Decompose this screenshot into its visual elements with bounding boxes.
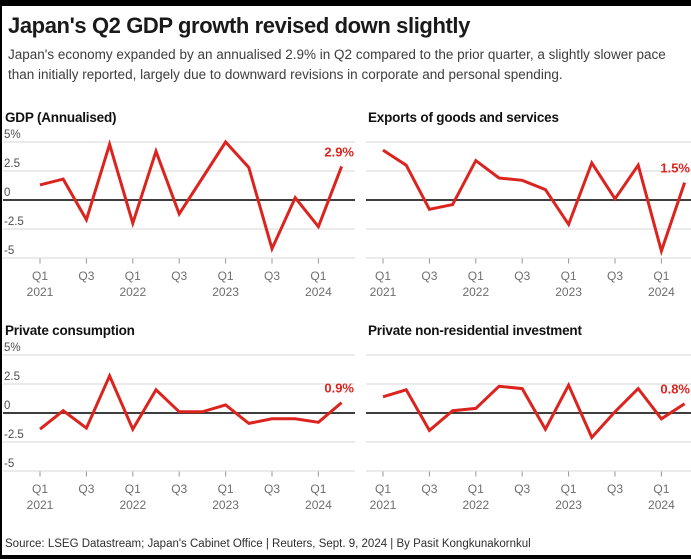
svg-text:Q1: Q1 xyxy=(218,269,234,283)
svg-text:Q3: Q3 xyxy=(514,482,530,496)
svg-text:Q3: Q3 xyxy=(78,269,94,283)
svg-text:Q3: Q3 xyxy=(264,269,280,283)
svg-text:Q1: Q1 xyxy=(32,269,48,283)
svg-text:0: 0 xyxy=(4,187,10,199)
svg-text:1.5%: 1.5% xyxy=(660,161,690,176)
svg-text:-2.5: -2.5 xyxy=(4,429,24,441)
svg-text:Q1: Q1 xyxy=(653,482,669,496)
svg-text:-5: -5 xyxy=(4,458,14,470)
svg-text:0: 0 xyxy=(4,400,10,412)
chart-private-investment: Private non-residential investment Q1 202… xyxy=(366,323,691,521)
svg-text:2021: 2021 xyxy=(370,285,397,299)
private-investment-line-chart-svg: Q1 2021 Q3 Q1 2022 Q3 Q1 2023 Q3 Q1 2024 0.8% xyxy=(366,354,691,512)
svg-text:2023: 2023 xyxy=(212,498,239,512)
svg-text:2024: 2024 xyxy=(305,285,332,299)
svg-text:Q1: Q1 xyxy=(32,482,48,496)
bottom-rule xyxy=(0,555,691,559)
svg-text:2.9%: 2.9% xyxy=(324,144,354,159)
svg-text:Q1: Q1 xyxy=(468,269,484,283)
svg-text:Q3: Q3 xyxy=(607,269,623,283)
chart-exports: Exports of goods and services Q1 2021 Q3 Q1… xyxy=(366,110,691,308)
page-title: Japan's Q2 GDP growth revised down sligh… xyxy=(8,13,470,38)
svg-text:Q1: Q1 xyxy=(468,482,484,496)
svg-text:Q3: Q3 xyxy=(78,482,94,496)
svg-text:2022: 2022 xyxy=(462,285,489,299)
svg-text:2023: 2023 xyxy=(555,498,582,512)
svg-text:Q1: Q1 xyxy=(375,482,391,496)
svg-text:Q3: Q3 xyxy=(421,482,437,496)
svg-text:2021: 2021 xyxy=(370,498,397,512)
svg-text:2021: 2021 xyxy=(27,498,54,512)
left-rule xyxy=(0,0,2,559)
svg-text:Q3: Q3 xyxy=(514,269,530,283)
chart-title: Exports of goods and services xyxy=(368,110,559,125)
svg-text:0.9%: 0.9% xyxy=(324,381,354,396)
svg-text:Q3: Q3 xyxy=(171,482,187,496)
exports-line-chart-svg: Q1 2021 Q3 Q1 2022 Q3 Q1 2023 Q3 Q1 2024 1.5% xyxy=(366,141,691,299)
svg-text:2024: 2024 xyxy=(305,498,332,512)
svg-text:Q1: Q1 xyxy=(125,482,141,496)
svg-text:5%: 5% xyxy=(4,342,21,354)
svg-text:-5: -5 xyxy=(4,245,14,257)
top-rule xyxy=(0,0,691,6)
chart-private-consumption: Private consumption Q1 2021 Q3 Q1 2022 Q3 Q1 20… xyxy=(3,323,355,521)
svg-text:2022: 2022 xyxy=(119,498,146,512)
svg-text:Q1: Q1 xyxy=(653,269,669,283)
chart-gdp: GDP (Annualised) Q1 2021 Q3 Q1 2022 Q3 Q1 2023 Q… xyxy=(3,110,355,308)
svg-text:Q3: Q3 xyxy=(264,482,280,496)
svg-text:Q3: Q3 xyxy=(171,269,187,283)
svg-text:Q1: Q1 xyxy=(561,269,577,283)
chart-title: GDP (Annualised) xyxy=(5,110,117,125)
svg-text:Q1: Q1 xyxy=(561,482,577,496)
svg-text:Q3: Q3 xyxy=(607,482,623,496)
svg-text:2024: 2024 xyxy=(648,498,675,512)
svg-text:Q3: Q3 xyxy=(421,269,437,283)
svg-text:Q1: Q1 xyxy=(125,269,141,283)
svg-text:Q1: Q1 xyxy=(310,482,326,496)
svg-text:2022: 2022 xyxy=(119,285,146,299)
chart-title: Private consumption xyxy=(5,323,135,338)
svg-text:-2.5: -2.5 xyxy=(4,216,24,228)
svg-text:2024: 2024 xyxy=(648,285,675,299)
source-line: Source: LSEG Datastream; Japan's Cabinet… xyxy=(5,538,531,550)
svg-text:Q1: Q1 xyxy=(375,269,391,283)
chart-title: Private non-residential investment xyxy=(368,323,582,338)
gdp-line-chart-svg: Q1 2021 Q3 Q1 2022 Q3 Q1 2023 Q3 Q1 2024 5% 2.5 0 -2.5… xyxy=(3,129,355,299)
page-subtitle: Japan's economy expanded by an annualise… xyxy=(8,47,666,82)
svg-text:2022: 2022 xyxy=(462,498,489,512)
svg-text:0.8%: 0.8% xyxy=(660,382,690,397)
svg-text:Q1: Q1 xyxy=(218,482,234,496)
svg-text:2021: 2021 xyxy=(27,285,54,299)
svg-text:2023: 2023 xyxy=(555,285,582,299)
svg-text:5%: 5% xyxy=(4,129,21,141)
private-consumption-line-chart-svg: Q1 2021 Q3 Q1 2022 Q3 Q1 2023 Q3 Q1 2024 5% 2.5 0 -2.5… xyxy=(3,342,355,512)
svg-text:2023: 2023 xyxy=(212,285,239,299)
svg-text:Q1: Q1 xyxy=(310,269,326,283)
svg-text:2.5: 2.5 xyxy=(4,371,20,383)
svg-text:2.5: 2.5 xyxy=(4,158,20,170)
